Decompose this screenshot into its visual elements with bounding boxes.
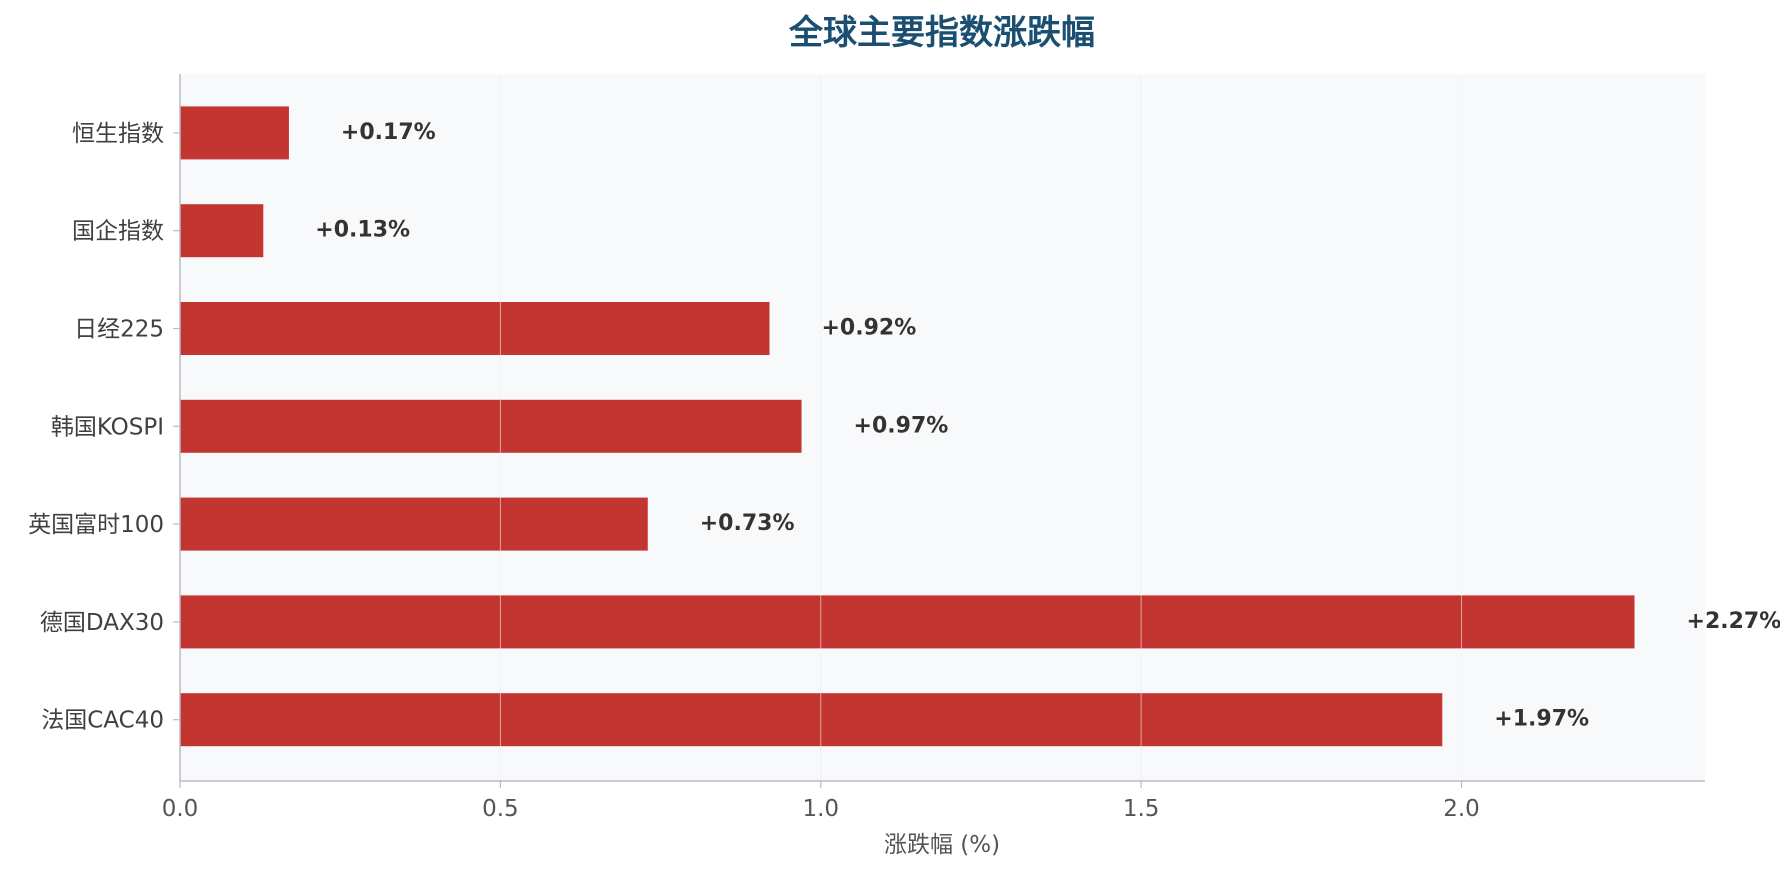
y-category-label: 英国富时100 xyxy=(28,512,164,538)
x-tick-label: 2.0 xyxy=(1443,796,1480,822)
data-labels: +0.17% +0.13% +0.92% +0.97% +0.73% +2.27% +1.9… xyxy=(315,120,1780,732)
x-tick-label: 1.0 xyxy=(802,796,839,822)
y-category-label: 法国CAC40 xyxy=(41,708,164,734)
y-category-label: 恒生指数 xyxy=(72,121,164,147)
bar xyxy=(180,497,648,551)
bar xyxy=(180,399,802,453)
bars xyxy=(180,106,1635,747)
bar-value-label: +0.73% xyxy=(700,511,795,536)
bar xyxy=(180,302,770,355)
y-category-label: 日经225 xyxy=(74,317,164,343)
bar xyxy=(180,693,1443,747)
bar-value-label: +0.17% xyxy=(341,120,436,145)
y-category-label: 韩国KOSPI xyxy=(51,414,164,440)
y-category-label: 国企指数 xyxy=(72,219,164,245)
bar xyxy=(180,106,289,160)
x-tick-label: 0.0 xyxy=(162,796,199,822)
bar xyxy=(180,204,264,258)
bar-value-label: +0.92% xyxy=(821,316,916,341)
x-tick-label: 1.5 xyxy=(1123,796,1160,822)
x-tick-label: 0.5 xyxy=(482,796,519,822)
bar-value-label: +0.13% xyxy=(315,218,410,243)
bar-value-label: +2.27% xyxy=(1687,609,1780,634)
x-ticks: 0.0 0.5 1.0 1.5 2.0 xyxy=(162,781,1480,822)
bar xyxy=(180,595,1635,649)
grid-overlay xyxy=(499,74,1463,781)
x-axis-title: 涨跌幅 (%) xyxy=(884,832,1000,858)
bar-value-label: +0.97% xyxy=(854,413,949,438)
chart-title: 全球主要指数涨跌幅 xyxy=(788,13,1095,53)
y-category-label: 德国DAX30 xyxy=(40,610,164,636)
bar-value-label: +1.97% xyxy=(1494,707,1589,732)
